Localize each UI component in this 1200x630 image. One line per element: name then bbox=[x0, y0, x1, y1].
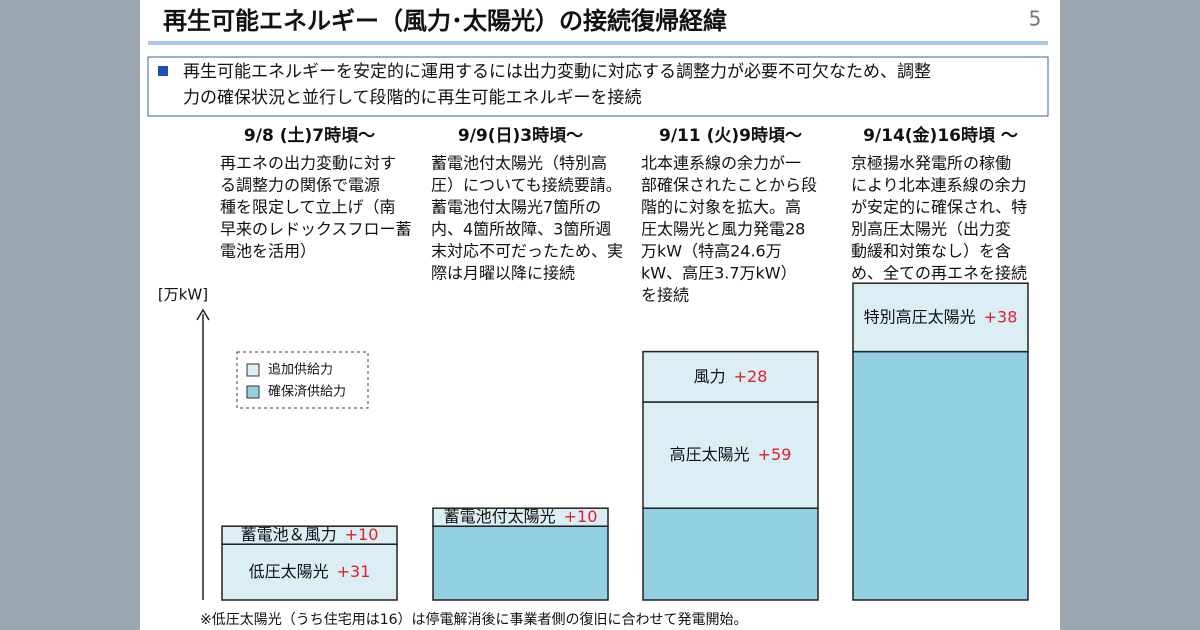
bar-segment bbox=[642, 507, 819, 601]
column-description: 蓄電池付太陽光7箇所の bbox=[431, 198, 601, 217]
column-description: 階的に対象を拡大。高 bbox=[641, 198, 801, 217]
segment-label: 低圧太陽光 +31 bbox=[249, 562, 371, 581]
legend-swatch bbox=[246, 385, 260, 399]
bar-segment bbox=[852, 350, 1029, 601]
segment-value: +28 bbox=[734, 366, 768, 385]
column-description: が安定的に確保され、特 bbox=[851, 198, 1027, 217]
legend-label: 追加供給力 bbox=[268, 362, 333, 378]
column-description: る調整力の関係で電源 bbox=[220, 176, 380, 195]
legend-box bbox=[236, 351, 369, 409]
column-heading: 9/9(日)3時頃～ bbox=[458, 125, 583, 146]
column-description: 圧太陽光と風力発電28 bbox=[641, 220, 805, 239]
slide-title: 再生可能エネルギー（風力･太陽光）の接続復帰経緯 bbox=[163, 7, 727, 35]
segment-value: +38 bbox=[984, 307, 1018, 326]
column-description: 部確保されたことから段 bbox=[641, 176, 817, 195]
segment-value: +59 bbox=[758, 445, 792, 464]
segment-label: 特別高圧太陽光 +38 bbox=[864, 307, 1018, 326]
segment-name: 低圧太陽光 bbox=[249, 562, 329, 581]
segment-name: 蓄電池付太陽光 bbox=[444, 507, 556, 526]
column-description: により北本連系線の余力 bbox=[851, 176, 1027, 195]
column-heading: 9/11 (火)9時頃～ bbox=[659, 125, 802, 146]
column-description: 末対応不可だったため、実 bbox=[431, 242, 623, 261]
column-description: 京極揚水発電所の稼働 bbox=[851, 154, 1011, 173]
segment-name: 高圧太陽光 bbox=[670, 445, 750, 464]
segment-label: 蓄電池付太陽光 +10 bbox=[444, 507, 598, 526]
column-description: 早来のレドックスフロー蓄 bbox=[220, 220, 412, 239]
column-heading: 9/14(金)16時頃 ～ bbox=[863, 125, 1018, 146]
column-description: 内、4箇所故障、3箇所週 bbox=[431, 220, 611, 239]
bar-segment bbox=[642, 401, 819, 509]
column-description: 種を限定して立上げ（南 bbox=[220, 198, 396, 217]
summary-line: 力の確保状況と並行して段階的に再生可能エネルギーを接続 bbox=[183, 88, 642, 108]
column-description: 再エネの出力変動に対す bbox=[220, 154, 396, 173]
column-description: 北本連系線の余力が一 bbox=[641, 154, 801, 173]
summary-line: 再生可能エネルギーを安定的に運用するには出力変動に対応する調整力が必要不可欠なた… bbox=[183, 62, 931, 82]
column-description: 際は月曜以降に接続 bbox=[431, 264, 575, 283]
bullet bbox=[158, 66, 168, 76]
segment-name: 蓄電池＆風力 bbox=[241, 525, 337, 544]
column-description: 圧）についても接続要請。 bbox=[431, 176, 622, 195]
page-number: 5 bbox=[1029, 7, 1042, 31]
bar-segment bbox=[221, 525, 398, 545]
column-description: 電池を活用） bbox=[220, 242, 316, 261]
bar-segment bbox=[432, 507, 609, 527]
summary-box bbox=[147, 56, 1049, 117]
column-description: を接続 bbox=[641, 286, 689, 305]
title-rule bbox=[148, 41, 1048, 45]
segment-label: 高圧太陽光 +59 bbox=[670, 445, 792, 464]
y-axis-arrow bbox=[196, 308, 210, 321]
column-description: 別高圧太陽光（出力変 bbox=[851, 220, 1011, 239]
segment-label: 風力 +28 bbox=[694, 366, 768, 385]
segment-name: 風力 bbox=[694, 366, 726, 385]
column-description: kW、高圧3.7万kW） bbox=[641, 264, 797, 283]
bar-segment bbox=[432, 525, 609, 601]
segment-label: 蓄電池＆風力 +10 bbox=[241, 525, 379, 544]
bar-segment bbox=[852, 282, 1029, 353]
y-axis-label: [万kW] bbox=[158, 286, 208, 304]
footnote: ※低圧太陽光（うち住宅用は16）は停電解消後に事業者側の復旧に合わせて発電開始。 bbox=[200, 611, 748, 628]
column-description: 蓄電池付太陽光（特別高 bbox=[431, 154, 607, 173]
column-description: 動緩和対策なし）を含 bbox=[851, 242, 1011, 261]
legend-label: 確保済供給力 bbox=[268, 384, 346, 400]
segment-value: +10 bbox=[564, 507, 598, 526]
segment-value: +10 bbox=[345, 525, 379, 544]
segment-name: 特別高圧太陽光 bbox=[864, 307, 976, 326]
column-description: め、全ての再エネを接続 bbox=[851, 264, 1027, 283]
column-description: 万kW（特高24.6万 bbox=[641, 242, 782, 261]
legend-swatch bbox=[246, 363, 260, 377]
bar-segment bbox=[642, 350, 819, 403]
segment-value: +31 bbox=[337, 562, 371, 581]
column-heading: 9/8 (土)7時頃～ bbox=[244, 125, 375, 146]
